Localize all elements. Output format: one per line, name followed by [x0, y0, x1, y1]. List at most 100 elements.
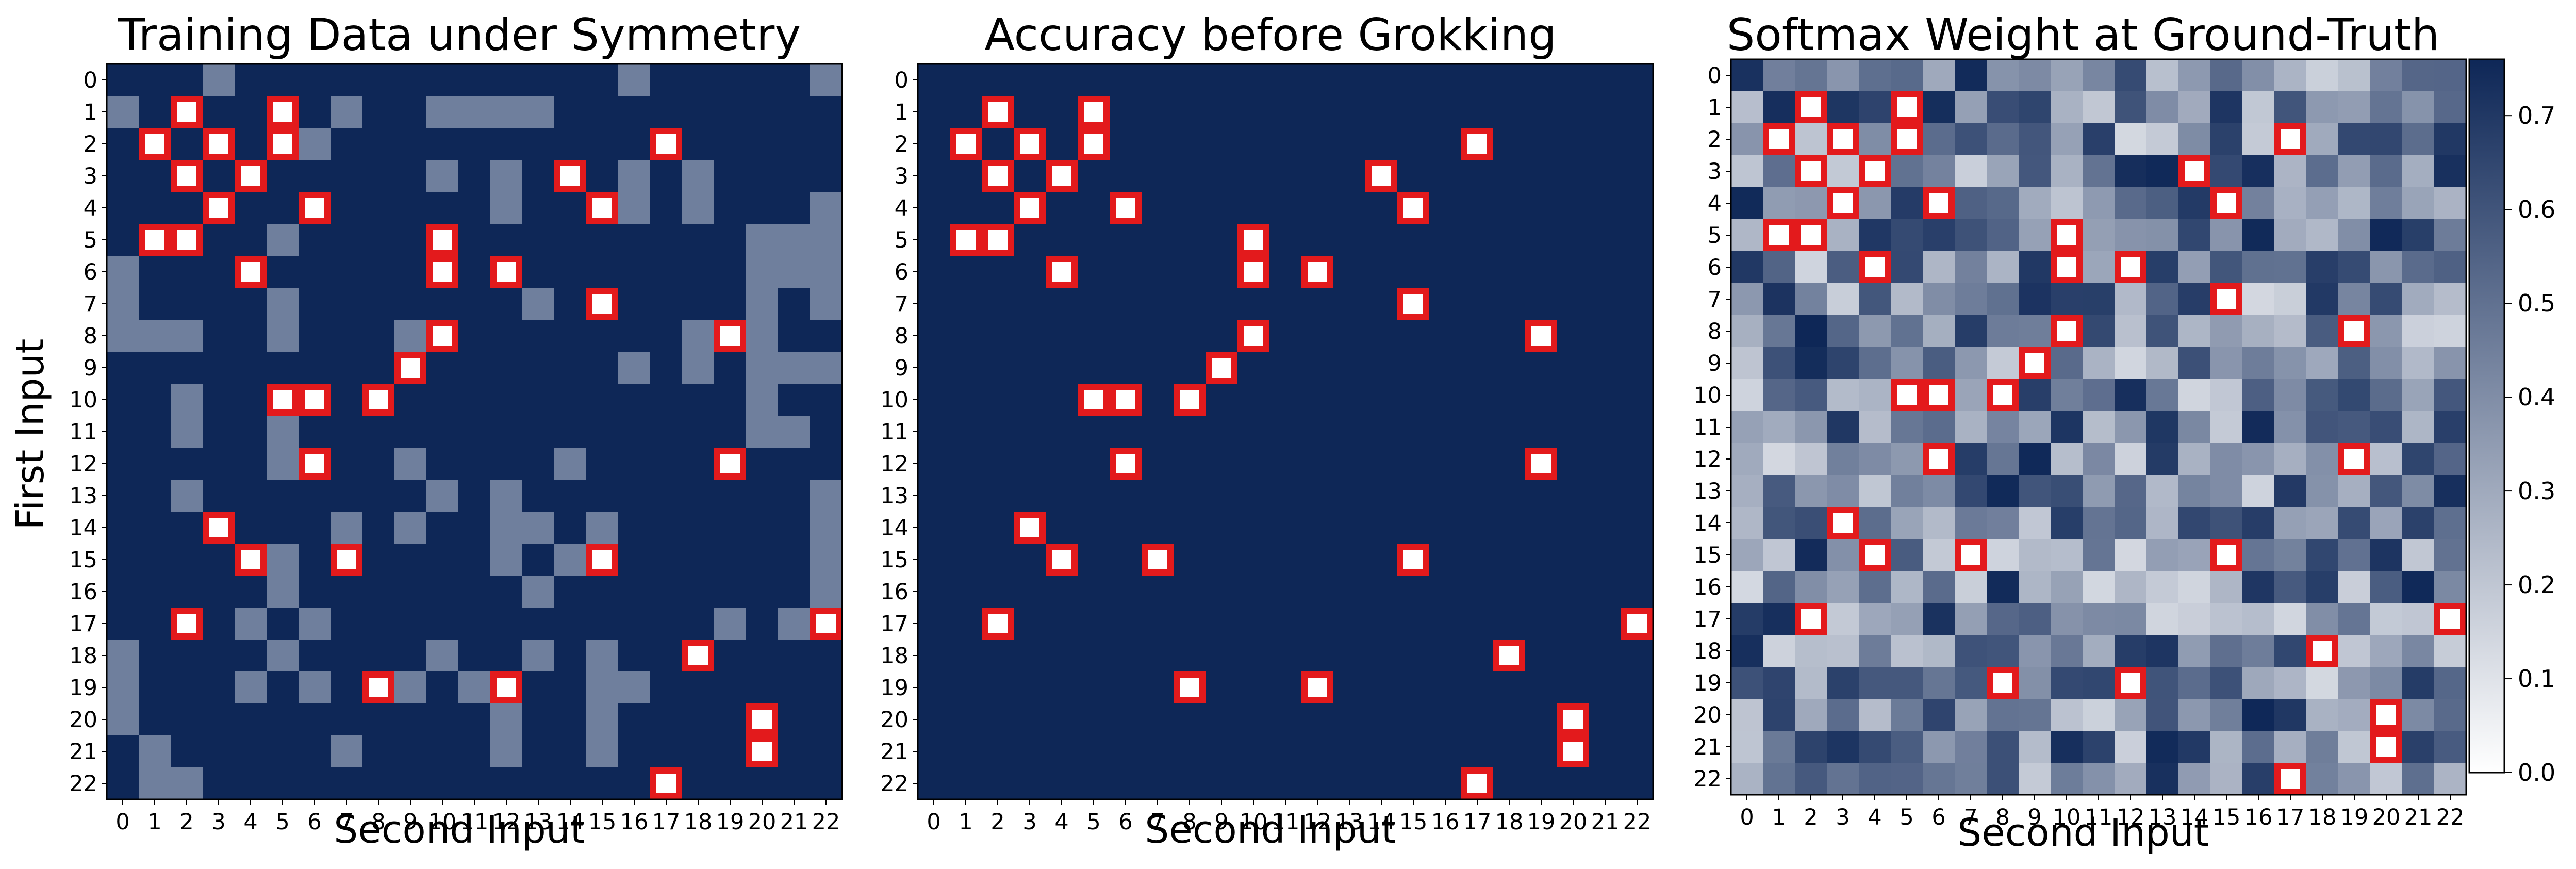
highlight-marker	[2019, 347, 2051, 379]
heatmap-cell	[1365, 128, 1398, 160]
heatmap-cell	[458, 96, 491, 128]
heatmap-cell	[778, 160, 811, 192]
heatmap-cell	[267, 544, 299, 576]
heatmap-cell	[918, 192, 950, 224]
heatmap-cell	[1859, 731, 1891, 763]
heatmap-cell	[1365, 416, 1398, 448]
y-tick-label: 13	[880, 483, 909, 509]
heatmap-cell	[107, 192, 139, 224]
heatmap-cell	[426, 352, 459, 384]
heatmap-cell	[139, 671, 171, 704]
heatmap-cell	[1621, 96, 1654, 128]
heatmap-cell	[1429, 735, 1462, 768]
heatmap-cell	[394, 288, 427, 320]
highlight-marker	[950, 128, 982, 160]
heatmap-cell	[1461, 512, 1494, 544]
heatmap-cell	[1493, 64, 1526, 96]
heatmap-cell	[554, 96, 587, 128]
heatmap-cell	[950, 288, 982, 320]
heatmap-cell	[1206, 703, 1238, 736]
highlight-marker	[2210, 539, 2242, 571]
highlight-marker	[1014, 128, 1046, 160]
colorbar-tick-label: 0.0	[2518, 759, 2555, 786]
x-tick-label: 11	[460, 809, 489, 835]
heatmap-cell	[1461, 384, 1494, 416]
heatmap-cell	[2338, 731, 2371, 763]
heatmap-cell	[2274, 443, 2307, 476]
heatmap-cell	[1174, 128, 1206, 160]
heatmap-cell	[1557, 671, 1590, 704]
heatmap-cell	[778, 128, 811, 160]
heatmap-cell	[2306, 59, 2339, 92]
x-tick-label: 9	[2027, 805, 2041, 830]
heatmap-cell	[2434, 475, 2467, 507]
heatmap-cell	[2178, 411, 2211, 444]
x-tick-label: 20	[2372, 805, 2401, 830]
heatmap-cell	[1014, 320, 1046, 352]
heatmap-cell	[1429, 288, 1462, 320]
heatmap-cell	[1763, 507, 1795, 539]
heatmap-cell	[810, 96, 843, 128]
heatmap-cell	[2146, 187, 2179, 220]
heatmap-cell	[394, 256, 427, 288]
heatmap-cell	[2019, 571, 2051, 603]
heatmap-cell	[1525, 256, 1558, 288]
heatmap-cell	[810, 640, 843, 672]
heatmap-cell	[918, 288, 950, 320]
colorbar-tick-label: 0.7	[2518, 102, 2555, 129]
heatmap-cell	[2274, 635, 2307, 667]
heatmap-cell	[1078, 735, 1110, 768]
heatmap-cell	[2210, 603, 2243, 635]
heatmap-cell	[1621, 544, 1654, 576]
heatmap-cell	[918, 608, 950, 640]
heatmap-cell	[586, 128, 619, 160]
heatmap-cell	[1461, 576, 1494, 608]
highlight-marker	[982, 96, 1014, 128]
highlight-marker	[1110, 192, 1142, 224]
heatmap-cell	[2434, 443, 2467, 476]
heatmap-cell	[618, 160, 651, 192]
heatmap-cell	[1923, 699, 1955, 731]
heatmap-cell	[778, 608, 811, 640]
heatmap-cell	[1206, 767, 1238, 800]
heatmap-cell	[778, 416, 811, 448]
heatmap-cell	[1987, 443, 2019, 476]
heatmap-cell	[2051, 411, 2083, 444]
heatmap-cell	[810, 64, 843, 96]
heatmap-cell	[2178, 315, 2211, 348]
heatmap-cell	[331, 480, 363, 512]
heatmap-cell	[746, 384, 779, 416]
heatmap-cell	[139, 384, 171, 416]
heatmap-cell	[1333, 608, 1366, 640]
heatmap-cell	[2178, 699, 2211, 731]
highlight-marker	[1046, 544, 1078, 576]
heatmap-cell	[714, 671, 747, 704]
heatmap-cell	[1269, 128, 1302, 160]
heatmap-cell	[1461, 224, 1494, 256]
highlight-marker	[1987, 379, 2019, 411]
heatmap-cell	[2146, 667, 2179, 699]
heatmap-cell	[1955, 347, 1987, 380]
highlight-marker	[1110, 384, 1142, 416]
heatmap-cell	[2146, 763, 2179, 795]
heatmap-cell	[982, 288, 1014, 320]
heatmap-cell	[2370, 59, 2403, 92]
heatmap-cell	[554, 416, 587, 448]
heatmap-cell	[1365, 224, 1398, 256]
highlight-marker	[1891, 91, 1923, 123]
heatmap-cell	[1589, 96, 1622, 128]
heatmap-cell	[1827, 443, 1859, 476]
heatmap-cell	[618, 384, 651, 416]
heatmap-cell	[1525, 384, 1558, 416]
heatmap-cell	[2178, 507, 2211, 539]
heatmap-cell	[2306, 187, 2339, 220]
heatmap-cell	[1955, 443, 1987, 476]
heatmap-cell	[1731, 347, 1763, 380]
heatmap-cell	[2370, 347, 2403, 380]
heatmap-cell	[1174, 608, 1206, 640]
heatmap-cell	[1859, 635, 1891, 667]
heatmap-cell	[1014, 224, 1046, 256]
heatmap-cell	[139, 512, 171, 544]
y-tick-label: 14	[880, 515, 909, 541]
heatmap-cell	[1046, 320, 1078, 352]
